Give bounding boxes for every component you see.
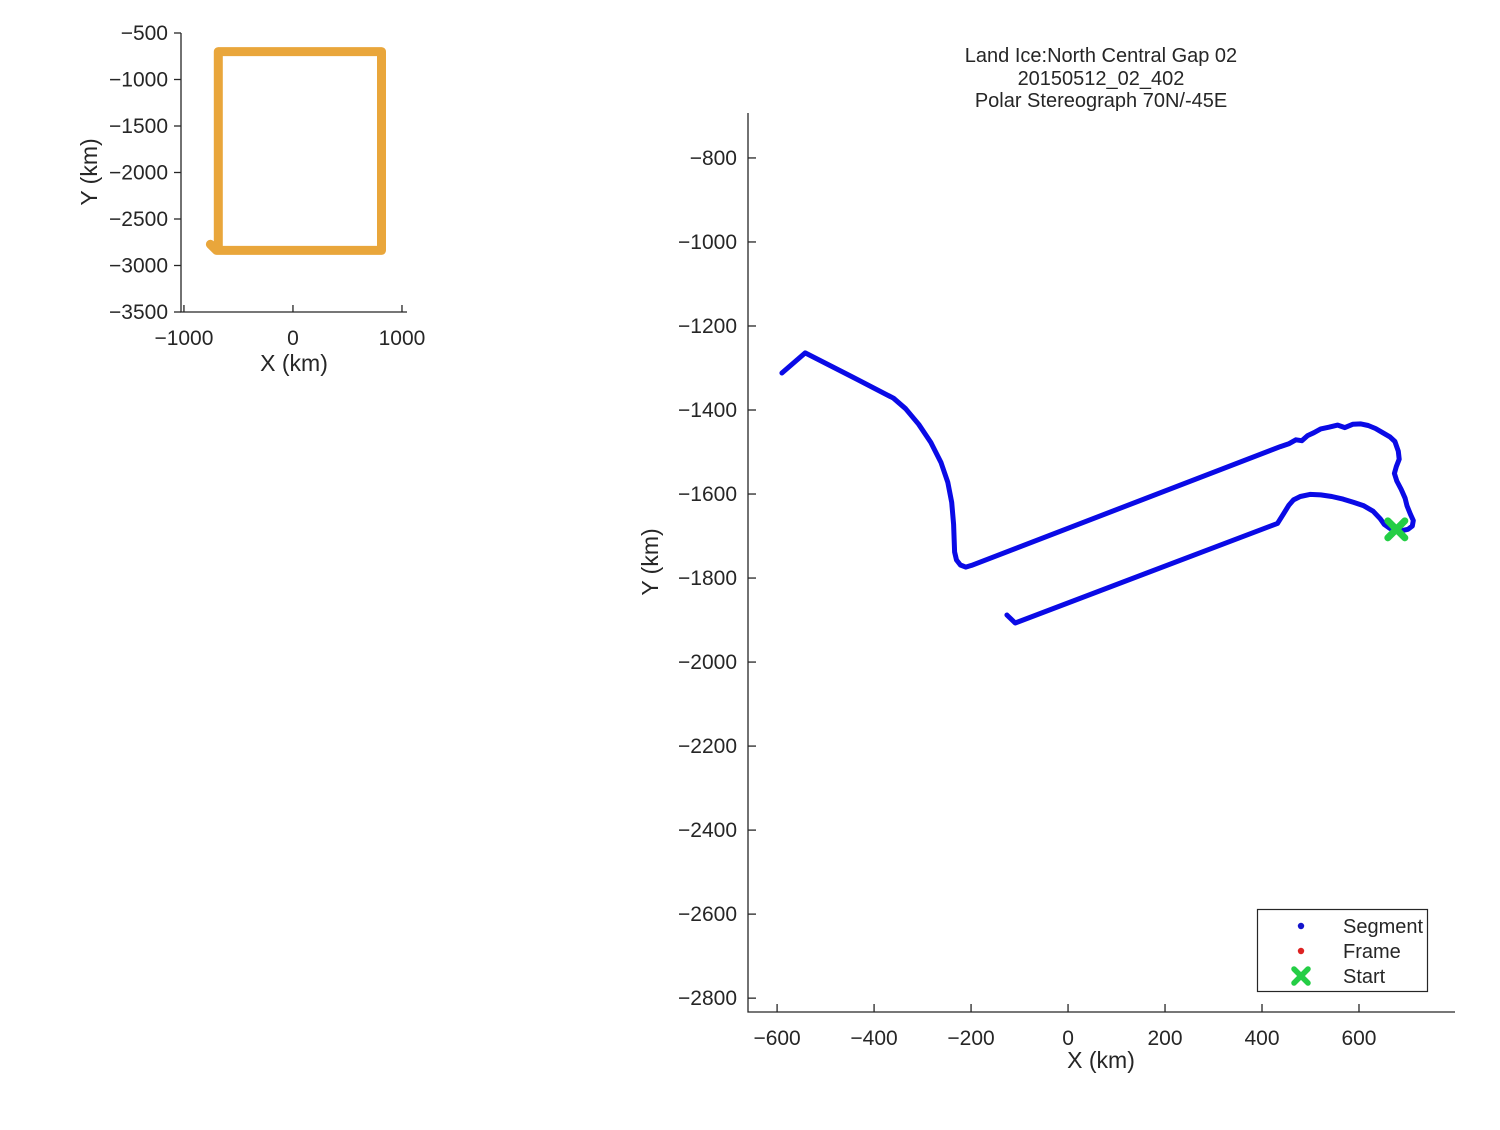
y-tick-label: −1000 bbox=[678, 231, 737, 254]
x-tick-label: 1000 bbox=[379, 327, 426, 350]
x-tick-label: −400 bbox=[850, 1027, 897, 1050]
y-tick-label: −2000 bbox=[678, 651, 737, 674]
x-tick-label: 0 bbox=[1062, 1027, 1074, 1050]
flight-y-axis-label: Y (km) bbox=[637, 528, 663, 595]
axis-lines bbox=[747, 113, 1455, 1013]
y-tick-label: −2500 bbox=[109, 208, 168, 231]
flight-plot: −600 −400 −200 0 200 400 600−800−1000−1200−140… bbox=[678, 113, 1455, 1050]
y-tick-label: −1800 bbox=[678, 567, 737, 590]
x-tick-label: 400 bbox=[1244, 1027, 1279, 1050]
segment-legend-marker bbox=[1297, 922, 1305, 930]
plot-title-line-1: Land Ice:North Central Gap 02 bbox=[965, 45, 1237, 67]
y-tick-label: −800 bbox=[690, 147, 737, 170]
y-tick-label: −500 bbox=[121, 22, 168, 45]
segment-track-east bbox=[1004, 491, 1399, 626]
frame-legend-marker bbox=[1297, 947, 1305, 955]
x-tick-label: −1000 bbox=[154, 327, 213, 350]
y-tick-label: −2400 bbox=[678, 819, 737, 842]
y-tick-label: −3000 bbox=[109, 255, 168, 278]
y-tick-label: −2000 bbox=[109, 162, 168, 185]
legend-label-segment: Segment bbox=[1343, 916, 1423, 938]
start-marker-icon bbox=[1384, 517, 1409, 542]
y-tick-label: −3500 bbox=[109, 301, 168, 324]
legend-label-frame: Frame bbox=[1343, 941, 1401, 963]
x-tick-label: 200 bbox=[1147, 1027, 1182, 1050]
x-tick-label: 600 bbox=[1341, 1027, 1376, 1050]
legend: Segment Frame Start bbox=[1256, 908, 1429, 993]
plot-title-line-2: 20150512_02_402 bbox=[1018, 68, 1185, 90]
flight-x-axis-label: X (km) bbox=[1067, 1047, 1135, 1073]
x-tick-label: −200 bbox=[947, 1027, 994, 1050]
overview-x-axis-label: X (km) bbox=[260, 350, 328, 376]
legend-label-start: Start bbox=[1343, 966, 1386, 988]
y-tick-label: −1400 bbox=[678, 399, 737, 422]
y-tick-label: −1200 bbox=[678, 315, 737, 338]
start-legend-marker bbox=[1291, 966, 1311, 986]
coverage-boundary bbox=[205, 47, 386, 255]
y-tick-label: −2800 bbox=[678, 987, 737, 1010]
overview-plot: −1000 0 1000 −500 −1000 −1500 −2000 −2500 −3000 −… bbox=[109, 22, 425, 350]
y-tick-label: −1000 bbox=[109, 69, 168, 92]
y-tick-label: −1600 bbox=[678, 483, 737, 506]
x-tick-label: 0 bbox=[287, 327, 299, 350]
y-tick-label: −2600 bbox=[678, 903, 737, 926]
legend-box bbox=[1256, 908, 1429, 993]
y-tick-label: −2200 bbox=[678, 735, 737, 758]
y-tick-label: −1500 bbox=[109, 115, 168, 138]
overview-y-axis-label: Y (km) bbox=[76, 138, 102, 205]
segment-track-west bbox=[779, 350, 1416, 570]
plot-title-line-3: Polar Stereograph 70N/-45E bbox=[975, 90, 1227, 112]
x-tick-label: −600 bbox=[753, 1027, 800, 1050]
